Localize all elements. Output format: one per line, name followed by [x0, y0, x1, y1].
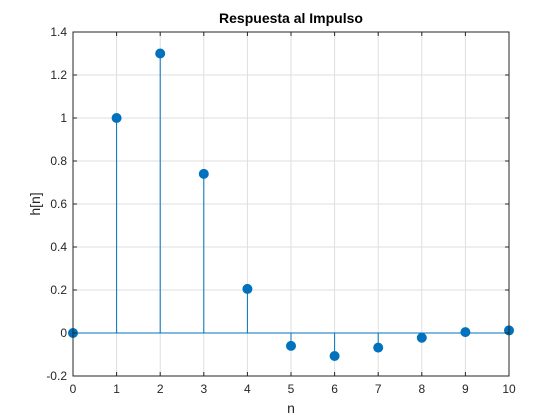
stem-marker	[155, 48, 166, 59]
stem-marker	[460, 327, 471, 338]
y-tick-label: 1.4	[50, 25, 67, 39]
stem-marker	[198, 168, 209, 179]
y-axis-ticks: -0.2 0 0.2 0.4 0.6 0.8 1 1.2 1.4	[46, 25, 509, 383]
x-tick-label: 4	[244, 382, 251, 396]
stem-marker	[111, 113, 122, 123]
x-tick-label: 7	[375, 382, 382, 396]
stem-marker	[373, 342, 384, 353]
stem-marker	[329, 351, 340, 362]
x-tick-label: 1	[113, 382, 120, 396]
y-tick-label: 0.2	[50, 283, 67, 297]
x-axis-label: n	[287, 400, 295, 416]
x-tick-label: 2	[157, 382, 164, 396]
x-tick-label: 10	[502, 382, 516, 396]
stem-marker	[286, 340, 296, 351]
x-tick-label: 0	[70, 382, 77, 396]
x-tick-label: 8	[418, 382, 425, 396]
x-tick-label: 3	[200, 382, 207, 396]
y-tick-label: 0.8	[50, 154, 67, 168]
y-tick-label: 1.2	[50, 68, 67, 82]
y-tick-label: 0.4	[50, 240, 67, 254]
stem-marker	[242, 283, 253, 294]
chart-title: Respuesta al Impulso	[219, 10, 363, 26]
x-tick-label: 5	[288, 382, 295, 396]
y-tick-label: 0.6	[50, 197, 67, 211]
y-tick-label: -0.2	[46, 369, 67, 383]
x-axis-ticks: 0 1 2 3 4 5 6 7 8 9 10	[70, 32, 516, 396]
stem-series	[68, 48, 514, 362]
y-tick-label: 0	[60, 326, 67, 340]
x-tick-label: 9	[462, 382, 469, 396]
x-tick-label: 6	[331, 382, 338, 396]
y-axis-label: h[n]	[27, 192, 43, 215]
stem-marker	[416, 332, 427, 343]
y-tick-label: 1	[60, 111, 67, 125]
